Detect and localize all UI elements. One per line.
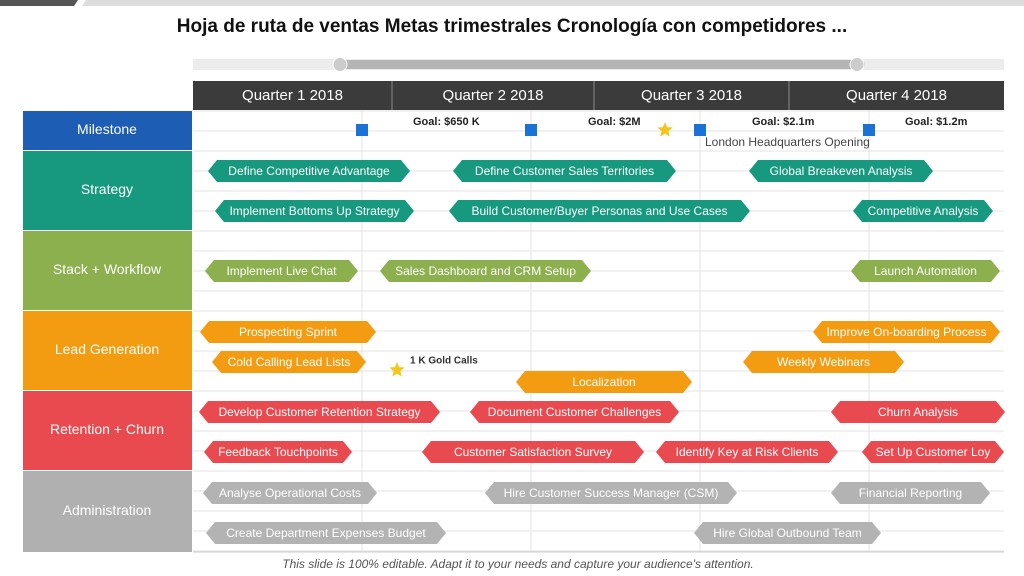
task-bar <box>749 160 933 182</box>
task-bar <box>203 482 377 504</box>
task-label: Hire Customer Success Manager (CSM) <box>504 486 719 500</box>
milestone-marker <box>356 124 368 136</box>
top-decor <box>0 0 78 6</box>
task-bar <box>212 351 366 373</box>
task-bar <box>449 200 750 222</box>
task-label: Implement Bottoms Up Strategy <box>229 204 399 218</box>
task-label: Identify Key at Risk Clients <box>676 445 819 459</box>
quarter-header <box>193 81 1004 110</box>
goal-label: Goal: $2M <box>588 116 641 128</box>
task-label: Sales Dashboard and CRM Setup <box>395 264 576 278</box>
task-bar <box>208 160 410 182</box>
task-label: Implement Live Chat <box>226 264 337 278</box>
row-label: Stack + Workflow <box>53 261 162 277</box>
quarter-label: Quarter 4 2018 <box>846 87 947 104</box>
goal-label: Goal: $650 K <box>413 116 480 128</box>
task-label: Global Breakeven Analysis <box>770 164 913 178</box>
note-label: 1 K Gold Calls <box>410 356 478 367</box>
scroll-thumb[interactable] <box>333 60 865 69</box>
scroll-handle[interactable] <box>332 57 348 72</box>
row-header <box>23 391 192 470</box>
quarter-label: Quarter 3 2018 <box>641 87 742 104</box>
milestone-marker <box>863 124 875 136</box>
top-decor <box>82 0 1024 6</box>
task-label: Launch Automation <box>874 264 977 278</box>
row-label: Lead Generation <box>55 341 159 357</box>
task-bar <box>205 260 358 282</box>
task-label: Localization <box>572 375 635 389</box>
task-label: Competitive Analysis <box>868 204 979 218</box>
task-label: Weekly Webinars <box>777 355 870 369</box>
task-bar <box>206 522 446 544</box>
milestone-marker <box>694 124 706 136</box>
star-icon <box>389 362 405 377</box>
task-label: Document Customer Challenges <box>488 405 661 419</box>
milestone-marker <box>525 124 537 136</box>
task-label: Hire Global Outbound Team <box>713 526 862 540</box>
row-header <box>23 111 192 150</box>
task-label: Feedback Touchpoints <box>218 445 338 459</box>
task-label: Customer Satisfaction Survey <box>454 445 612 459</box>
scroll-handle[interactable] <box>849 57 865 72</box>
goal-label: Goal: $2.1m <box>752 116 815 128</box>
task-bar <box>422 441 644 463</box>
row-header <box>23 231 192 310</box>
task-label: Set Up Customer Loy <box>876 445 991 459</box>
row-label: Retention + Churn <box>50 421 164 437</box>
row-header <box>23 151 192 230</box>
task-label: Define Customer Sales Territories <box>475 164 654 178</box>
task-bar <box>199 401 440 423</box>
task-bar <box>200 321 376 343</box>
task-bar <box>215 200 414 222</box>
task-bar <box>485 482 737 504</box>
task-bar <box>470 401 679 423</box>
task-label: Create Department Expenses Budget <box>226 526 426 540</box>
task-bar <box>743 351 904 373</box>
task-bar <box>831 482 990 504</box>
task-bar <box>453 160 676 182</box>
event-label: London Headquarters Opening <box>705 135 870 149</box>
row-header <box>23 471 192 552</box>
task-bar <box>853 200 993 222</box>
goal-label: Goal: $1.2m <box>905 116 968 128</box>
task-label: Define Competitive Advantage <box>228 164 390 178</box>
task-label: Prospecting Sprint <box>239 325 338 339</box>
task-label: Develop Customer Retention Strategy <box>218 405 420 419</box>
title: Hoja de ruta de ventas Metas trimestrale… <box>177 16 847 37</box>
task-bar <box>813 321 1000 343</box>
star-icon <box>657 122 673 137</box>
row-label: Milestone <box>77 121 137 137</box>
quarter-label: Quarter 1 2018 <box>242 87 343 104</box>
task-label: Financial Reporting <box>859 486 962 500</box>
task-bar <box>380 260 591 282</box>
task-bar <box>204 441 352 463</box>
task-label: Analyse Operational Costs <box>219 486 361 500</box>
row-label: Administration <box>63 502 152 518</box>
task-bar <box>851 260 1000 282</box>
task-bar <box>831 401 1005 423</box>
row-label: Strategy <box>81 181 133 197</box>
quarter-label: Quarter 2 2018 <box>443 87 544 104</box>
task-bar <box>694 522 881 544</box>
task-label: Build Customer/Buyer Personas and Use Ca… <box>471 204 727 218</box>
task-bar <box>656 441 838 463</box>
row-header <box>23 311 192 390</box>
footer: This slide is 100% editable. Adapt it to… <box>282 557 753 571</box>
task-label: Cold Calling Lead Lists <box>228 355 351 369</box>
task-bar <box>862 441 1004 463</box>
task-label: Improve On-boarding Process <box>826 325 986 339</box>
task-label: Churn Analysis <box>878 405 958 419</box>
task-bar <box>516 371 692 393</box>
